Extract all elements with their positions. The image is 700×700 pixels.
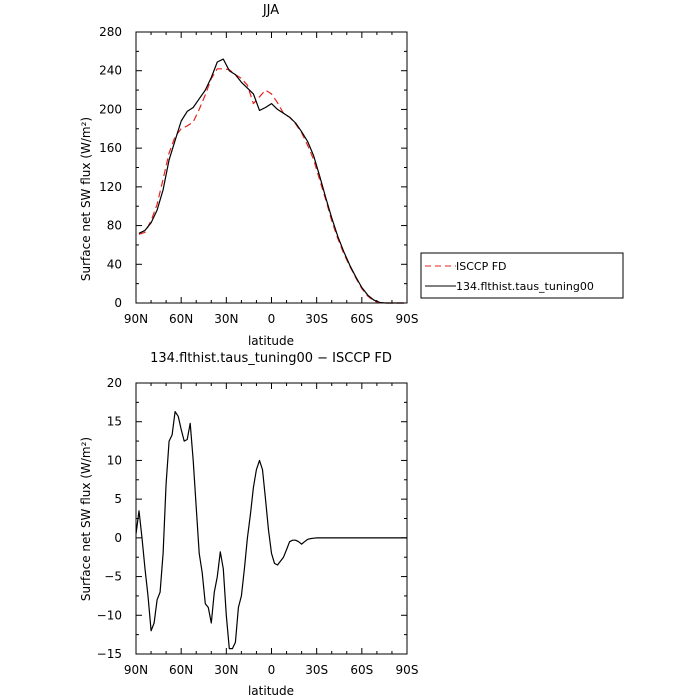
y-tick-label: 0 <box>114 531 122 545</box>
x-tick-label: 30N <box>214 663 238 677</box>
y-tick-label: −10 <box>97 608 122 622</box>
legend: ISCCP FD 134.flthist.taus_tuning00 <box>420 252 624 299</box>
x-tick-label: 60S <box>350 312 373 326</box>
y-tick-label: −5 <box>104 570 122 584</box>
y-axis-label-bottom: Surface net SW flux (W/m²) <box>79 437 93 601</box>
x-tick-label: 0 <box>268 312 276 326</box>
y-tick-label: 240 <box>99 64 122 78</box>
x-tick-label: 60N <box>169 663 193 677</box>
panel-bottom-difference: 134.flthist.taus_tuning00 − ISCCP FD lat… <box>79 351 418 698</box>
y-tick-label: 5 <box>114 492 122 506</box>
x-tick-label: 90N <box>124 312 148 326</box>
y-axis-label-top: Surface net SW flux (W/m²) <box>79 117 93 281</box>
x-tick-label: 30S <box>305 312 328 326</box>
series-line-0-1 <box>138 58 404 304</box>
y-tick-label: 80 <box>107 219 122 233</box>
series-line-1-0 <box>135 411 407 650</box>
y-tick-label: 120 <box>99 180 122 194</box>
y-tick-label: 40 <box>107 257 122 271</box>
y-tick-label: 20 <box>107 376 122 390</box>
y-tick-label: −15 <box>97 647 122 661</box>
y-tick-label: 160 <box>99 141 122 155</box>
y-tick-label: 15 <box>107 415 122 429</box>
legend-label-isccp: ISCCP FD <box>456 260 507 273</box>
y-tick-label: 0 <box>114 296 122 310</box>
x-tick-label: 90S <box>396 312 419 326</box>
x-tick-label: 0 <box>268 663 276 677</box>
x-axis-label-top: latitude <box>248 334 294 348</box>
panel-top-flux: JJA latitude Surface net SW flux (W/m²) … <box>79 3 418 348</box>
x-tick-label: 90S <box>396 663 419 677</box>
plot-frame <box>135 382 408 655</box>
x-tick-label: 30S <box>305 663 328 677</box>
series-line-0-0 <box>138 68 404 304</box>
x-tick-label: 60N <box>169 312 193 326</box>
x-tick-label: 90N <box>124 663 148 677</box>
plot-frame <box>135 31 408 304</box>
y-tick-label: 10 <box>107 453 122 467</box>
y-tick-label: 200 <box>99 102 122 116</box>
legend-frame <box>420 252 624 299</box>
x-tick-label: 30N <box>214 312 238 326</box>
legend-label-model: 134.flthist.taus_tuning00 <box>456 280 594 293</box>
x-tick-label: 60S <box>350 663 373 677</box>
chart-title-bottom: 134.flthist.taus_tuning00 − ISCCP FD <box>150 351 392 366</box>
chart-title-top: JJA <box>262 3 279 18</box>
y-tick-label: 280 <box>99 25 122 39</box>
x-axis-label-bottom: latitude <box>248 684 294 698</box>
